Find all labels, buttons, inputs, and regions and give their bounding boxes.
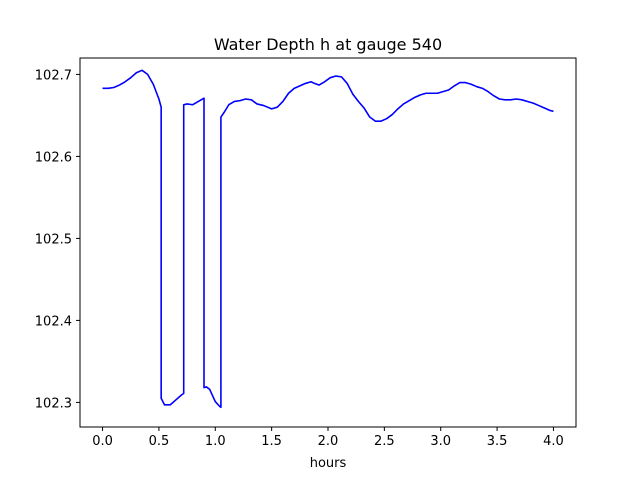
x-tick-label: 2.0 [318, 434, 339, 449]
plot-area [102, 69, 554, 409]
x-tick-label: 0.5 [149, 434, 170, 449]
x-tick-label: 1.5 [261, 434, 282, 449]
x-tick-label: 2.5 [374, 434, 395, 449]
x-tick-label: 3.5 [487, 434, 508, 449]
y-tick-label: 102.6 [35, 150, 72, 165]
y-tick-label: 102.3 [35, 396, 72, 411]
x-axis-label: hours [310, 456, 347, 471]
x-tick-label: 0.0 [92, 434, 113, 449]
y-tick-label: 102.7 [35, 68, 72, 83]
plot-frame [79, 57, 577, 428]
x-tick-label: 1.0 [205, 434, 226, 449]
chart-title: Water Depth h at gauge 540 [214, 35, 442, 54]
x-tick-label: 4.0 [543, 434, 564, 449]
x-axis-ticks: 0.0 0.5 1.0 1.5 2.0 2.5 3.0 3.5 4.0 [92, 427, 564, 449]
y-tick-label: 102.4 [35, 314, 72, 329]
y-tick-label: 102.5 [35, 232, 72, 247]
series-line [102, 69, 554, 409]
y-axis-ticks: 102.3 102.4 102.5 102.6 102.7 [35, 68, 80, 411]
x-tick-label: 3.0 [430, 434, 451, 449]
